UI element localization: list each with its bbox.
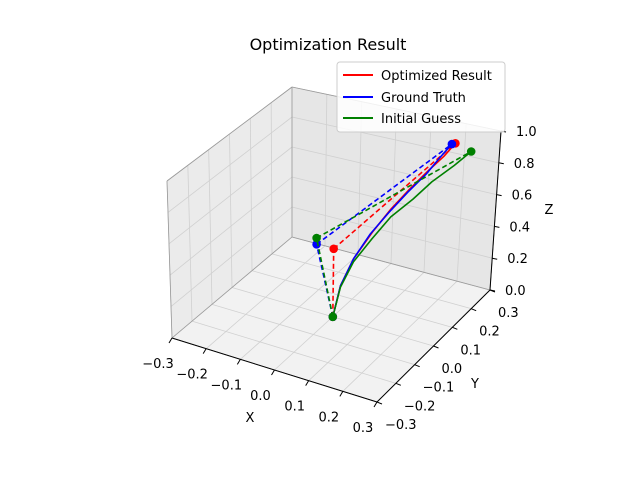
series-1-marker-1: [312, 240, 321, 249]
chart-title: Optimization Result: [250, 35, 407, 54]
x-tick-label: −0.3: [142, 357, 174, 372]
y-tick: [414, 364, 420, 368]
grid-line-y-wall: [229, 133, 233, 288]
x-tick-label: 0.1: [284, 400, 305, 415]
z-axis-label: Z: [545, 203, 554, 218]
pane-edge: [171, 236, 293, 339]
x-tick-label: 0.0: [250, 389, 271, 404]
grid-line-y-wall: [249, 118, 253, 271]
series-2-marker-1: [312, 233, 321, 243]
x-tick: [202, 348, 207, 354]
grid-line-z-right: [291, 206, 493, 259]
grid-line-z-right: [291, 146, 497, 195]
z-tick: [498, 162, 504, 165]
z-tick: [492, 257, 498, 260]
z-tick-label: 0.4: [509, 220, 530, 235]
y-tick-label: 0.2: [479, 325, 500, 340]
x-tick: [271, 369, 275, 376]
y-tick-label: −0.2: [404, 399, 436, 414]
z-tick: [489, 289, 496, 292]
grid-line-x-wall: [423, 116, 432, 273]
x-tick: [305, 380, 310, 386]
series-0-dashed-segment-1: [333, 142, 456, 250]
x-tick-label: 0.3: [353, 421, 374, 436]
y-tick: [395, 382, 402, 386]
y-tick-label: 0.3: [498, 306, 519, 321]
legend-label-initial-guess: Initial Guess: [381, 112, 461, 127]
series-2-marker-2: [466, 147, 476, 156]
series-2-marker-0: [328, 312, 338, 322]
back-right-pane: [292, 87, 501, 290]
grid-line-y-wall: [187, 165, 193, 322]
z-tick-label: 1.0: [516, 125, 537, 140]
series-1-marker-2: [447, 139, 457, 149]
back-left-pane: [167, 87, 292, 338]
y-tick-label: −0.1: [423, 381, 455, 396]
y-tick: [452, 326, 458, 330]
grid-line-y-floor: [271, 253, 472, 310]
grid-line-y-wall: [208, 149, 213, 305]
y-tick-label: 0.0: [442, 362, 463, 377]
z-tick: [494, 225, 500, 228]
y-tick-label: −0.3: [385, 418, 417, 433]
series-2-curve: [332, 150, 472, 317]
series-2-dashed-segment-1: [316, 150, 472, 239]
y-tick: [470, 308, 477, 312]
axes-ticks: −0.3−0.2−0.10.00.10.20.3 −0.3−0.2−0.10.00…: [142, 125, 536, 436]
grid-line-z-left: [168, 146, 293, 245]
pane-edge: [166, 86, 293, 182]
pane-edge: [291, 236, 491, 291]
grid-line-x-wall: [456, 123, 467, 282]
z-tick-label: 0.0: [505, 284, 526, 299]
grid-line-z-right: [291, 176, 495, 227]
x-tick: [168, 337, 173, 344]
x-axis-label: X: [246, 411, 255, 426]
x-tick-label: −0.2: [176, 368, 208, 383]
grid-line-x-wall: [324, 94, 328, 246]
x-tick-label: −0.1: [211, 378, 243, 393]
z-tick-label: 0.6: [512, 189, 533, 204]
legend-label-optimized: Optimized Result: [381, 69, 492, 84]
series-1-dashed-segment-1: [316, 143, 453, 245]
legend-box: [336, 61, 506, 133]
y-tick-label: 0.1: [460, 343, 481, 358]
z-axis-line: [489, 130, 502, 291]
x-tick: [339, 391, 344, 397]
series-1-curve: [332, 143, 453, 317]
grid-line-y-floor: [211, 303, 415, 366]
x-tick-label: 0.2: [318, 410, 339, 425]
grid-line-z-left: [169, 176, 293, 276]
grid-line-z-left: [167, 116, 293, 213]
pane-edge: [166, 180, 173, 339]
x-tick: [373, 401, 378, 408]
grid-line-y-floor: [251, 270, 453, 328]
z-tick: [496, 194, 502, 197]
legend-label-ground-truth: Ground Truth: [381, 91, 466, 106]
series-0-marker-1: [329, 244, 339, 254]
series-2-dashed-segment-0: [315, 237, 334, 317]
z-tick-label: 0.2: [507, 252, 528, 267]
plot-area: [312, 139, 476, 322]
x-tick: [236, 359, 241, 365]
series-0-dashed-segment-0: [332, 248, 335, 317]
legend: Optimized Result Ground Truth Initial Gu…: [336, 61, 506, 133]
y-tick: [433, 345, 439, 349]
z-tick-label: 0.8: [514, 157, 535, 172]
y-tick: [376, 401, 383, 405]
grid-line-y-wall: [270, 102, 273, 254]
grid-line-y-floor: [191, 320, 396, 384]
grid-line-z-left: [170, 206, 293, 307]
y-axis-label: Y: [470, 377, 479, 392]
